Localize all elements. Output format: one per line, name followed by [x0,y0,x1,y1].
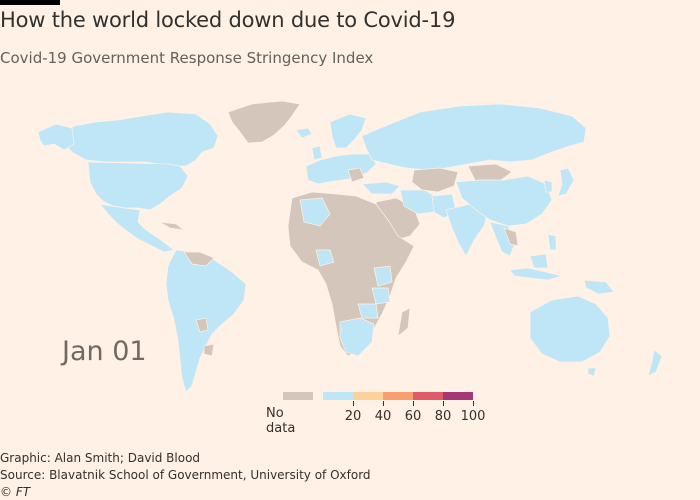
chart-subtitle: Covid-19 Government Response Stringency … [0,49,374,67]
legend-swatch-60-80 [413,392,443,400]
new-zealand [647,349,663,377]
nigeria [315,249,335,267]
china [455,175,553,227]
scandinavia [329,113,367,149]
legend-tick-20 [353,401,354,406]
legend-tick-label: 60 [404,409,422,424]
legend-swatch-80-100 [443,392,473,400]
tanzania [371,287,391,305]
paraguay [195,317,209,333]
date-label: Jan 01 [62,336,147,367]
uruguay [203,343,215,357]
russia [361,103,587,171]
legend-tick-60 [413,401,414,406]
legend-tick-label: 100 [460,409,486,424]
africa [287,191,415,357]
tasmania [587,367,597,377]
legend-swatch-0-20 [323,392,353,400]
turkey [361,181,401,195]
venezuela [183,251,215,267]
legend-tick-40 [383,401,384,406]
usa [87,161,189,211]
mongolia [467,163,513,183]
legend-swatch-20-40 [353,392,383,400]
legend-tick-100 [473,401,474,406]
southern-africa [339,317,375,357]
kenya-uganda [373,265,393,287]
footer-copyright: © FT [0,485,31,499]
iceland [295,127,313,139]
legend-tick-label: 80 [434,409,452,424]
canada [57,111,219,167]
chart-title: How the world locked down due to Covid-1… [0,8,456,32]
legend-nodata-swatch [283,392,313,400]
balkans [347,167,365,183]
greenland [227,100,301,144]
myanmar-laos [503,227,519,247]
australia [529,295,611,363]
indonesia [509,267,564,281]
madagascar [397,307,411,337]
footer-graphic-credit: Graphic: Alan Smith; David Blood [0,451,201,465]
legend-swatch-40-60 [383,392,413,400]
borneo [529,253,549,269]
legend-tick-80 [443,401,444,406]
ft-top-bar [0,0,60,5]
legend-tick-label: 20 [344,409,362,424]
footer-source: Source: Blavatnik School of Government, … [0,468,371,482]
japan [557,167,575,197]
legend-tick-label: 40 [374,409,392,424]
uk [311,145,323,161]
png [583,279,615,295]
zambia [357,303,379,319]
cuba [159,221,185,231]
central-asia [411,167,459,193]
legend-nodata-label: No data [266,406,296,436]
philippines [547,233,557,251]
algeria [299,197,331,227]
alaska [37,123,75,151]
mexico [99,203,175,253]
korea [543,179,553,193]
